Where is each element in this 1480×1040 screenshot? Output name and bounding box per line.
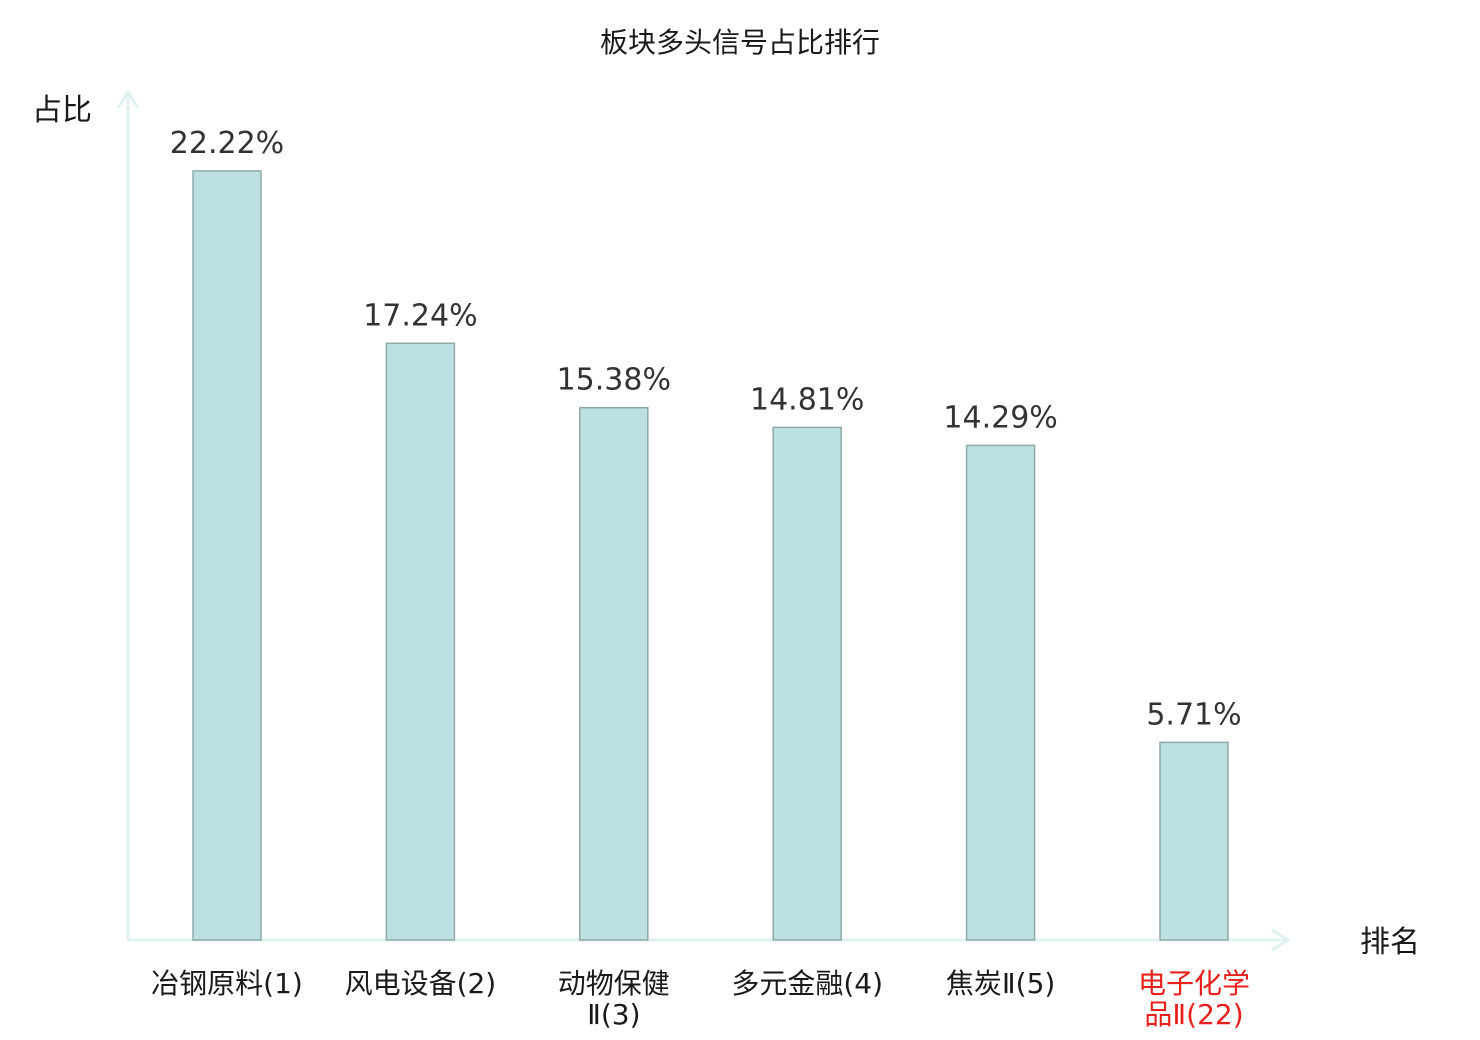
- bar-1: [385, 342, 456, 941]
- x-tick-label-2: 动物保健 Ⅱ(3): [558, 967, 670, 1031]
- x-axis-arrow: [1271, 928, 1291, 952]
- y-axis-arrow: [116, 89, 140, 109]
- x-tick-label-4: 焦炭Ⅱ(5): [946, 967, 1055, 1000]
- value-label-0: 22.22%: [170, 126, 284, 161]
- x-tick-label-5: 电子化学品Ⅱ(22): [1138, 967, 1250, 1031]
- chart-title: 板块多头信号占比排行: [600, 26, 880, 59]
- value-label-3: 14.81%: [750, 382, 864, 417]
- bar-0: [192, 170, 262, 941]
- x-tick-label-3: 多元金融(4): [731, 967, 883, 1000]
- value-label-1: 17.24%: [363, 298, 477, 333]
- bar-2: [579, 406, 649, 941]
- value-label-2: 15.38%: [557, 363, 671, 398]
- x-tick-label-1: 风电设备(2): [345, 967, 497, 1000]
- x-tick-labels-group: 冶钢原料(1) 风电设备(2) 动物保健 Ⅱ(3) 多元金融(4) 焦炭Ⅱ(5) 电子化学品…: [151, 967, 1250, 1031]
- bar-4: [965, 444, 1036, 941]
- bar-5: [1159, 741, 1229, 941]
- x-axis-label: 排名: [1360, 925, 1420, 960]
- y-axis-label: 占比: [32, 93, 92, 128]
- value-label-5: 5.71%: [1146, 697, 1241, 732]
- value-label-4: 14.29%: [943, 400, 1057, 435]
- value-labels-group: 22.22% 17.24% 15.38% 14.81% 14.29% 5.71%: [170, 126, 1242, 732]
- bar-3: [772, 426, 842, 941]
- bars-group: [192, 170, 1229, 941]
- x-tick-label-0: 冶钢原料(1): [151, 967, 303, 1000]
